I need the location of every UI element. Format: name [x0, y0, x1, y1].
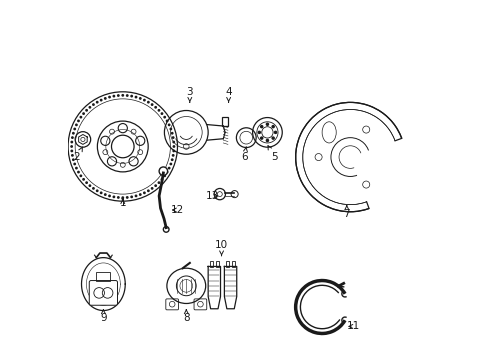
Circle shape: [75, 167, 78, 170]
Circle shape: [154, 184, 157, 187]
Circle shape: [100, 192, 102, 194]
Circle shape: [117, 94, 120, 97]
Circle shape: [88, 106, 91, 109]
Wedge shape: [349, 137, 407, 212]
Circle shape: [271, 136, 274, 140]
Circle shape: [100, 99, 102, 102]
Circle shape: [142, 99, 145, 102]
Circle shape: [108, 194, 111, 197]
Text: 10: 10: [215, 240, 228, 256]
Circle shape: [103, 193, 106, 196]
Circle shape: [71, 154, 74, 157]
Circle shape: [85, 181, 88, 184]
Text: 6: 6: [241, 147, 247, 162]
Circle shape: [77, 171, 80, 174]
Circle shape: [257, 131, 261, 134]
Circle shape: [154, 106, 157, 109]
Circle shape: [117, 196, 120, 199]
Circle shape: [271, 125, 274, 129]
Circle shape: [72, 132, 75, 135]
Text: 5: 5: [267, 146, 277, 162]
Circle shape: [112, 195, 115, 198]
Circle shape: [103, 97, 106, 100]
Circle shape: [121, 94, 124, 97]
Circle shape: [170, 132, 173, 135]
Circle shape: [134, 96, 137, 99]
Circle shape: [92, 187, 95, 190]
Circle shape: [125, 196, 128, 199]
Text: 9: 9: [100, 310, 106, 323]
Circle shape: [165, 120, 168, 122]
Circle shape: [169, 127, 172, 130]
Circle shape: [88, 184, 91, 187]
Circle shape: [71, 136, 74, 139]
Circle shape: [172, 145, 175, 148]
Circle shape: [160, 178, 163, 181]
Circle shape: [134, 194, 137, 197]
Circle shape: [163, 226, 169, 232]
Circle shape: [130, 195, 133, 198]
Circle shape: [150, 103, 153, 106]
Circle shape: [142, 192, 145, 194]
Circle shape: [157, 181, 160, 184]
Text: 13: 13: [206, 191, 219, 201]
Circle shape: [80, 116, 82, 118]
Circle shape: [139, 97, 142, 100]
Circle shape: [163, 174, 166, 177]
Circle shape: [82, 178, 85, 181]
Text: 8: 8: [183, 310, 189, 323]
Circle shape: [77, 120, 80, 122]
Circle shape: [130, 95, 133, 98]
Circle shape: [265, 139, 269, 142]
Text: 1: 1: [119, 198, 126, 208]
Circle shape: [273, 131, 277, 134]
Circle shape: [72, 158, 75, 161]
Circle shape: [170, 158, 173, 161]
Circle shape: [160, 112, 163, 115]
Circle shape: [171, 154, 174, 157]
Circle shape: [147, 189, 149, 192]
Circle shape: [163, 116, 166, 118]
Circle shape: [265, 122, 269, 126]
Circle shape: [260, 125, 263, 129]
Circle shape: [92, 103, 95, 106]
Text: 11: 11: [346, 321, 360, 332]
Circle shape: [167, 167, 170, 170]
Text: 4: 4: [225, 87, 231, 102]
Circle shape: [108, 96, 111, 99]
Circle shape: [157, 109, 160, 112]
Circle shape: [167, 123, 170, 126]
Circle shape: [73, 163, 76, 165]
Circle shape: [70, 141, 73, 143]
FancyBboxPatch shape: [89, 280, 117, 305]
Circle shape: [172, 149, 175, 152]
Circle shape: [112, 95, 115, 98]
Circle shape: [121, 196, 124, 199]
Circle shape: [96, 189, 99, 192]
Circle shape: [172, 141, 175, 143]
Text: 7: 7: [343, 206, 349, 219]
Circle shape: [147, 101, 149, 104]
Circle shape: [159, 167, 167, 175]
Circle shape: [80, 174, 82, 177]
Circle shape: [73, 127, 76, 130]
Text: 3: 3: [186, 87, 193, 102]
Circle shape: [96, 101, 99, 104]
Circle shape: [85, 109, 88, 112]
Circle shape: [139, 193, 142, 196]
Circle shape: [125, 94, 128, 97]
Circle shape: [169, 163, 172, 165]
Text: 12: 12: [170, 205, 183, 215]
Circle shape: [70, 149, 73, 152]
Circle shape: [260, 136, 263, 140]
Circle shape: [70, 145, 73, 148]
Circle shape: [171, 136, 174, 139]
Circle shape: [82, 112, 85, 115]
Circle shape: [75, 123, 78, 126]
Text: 2: 2: [74, 147, 82, 162]
Circle shape: [165, 171, 168, 174]
Circle shape: [150, 187, 153, 190]
